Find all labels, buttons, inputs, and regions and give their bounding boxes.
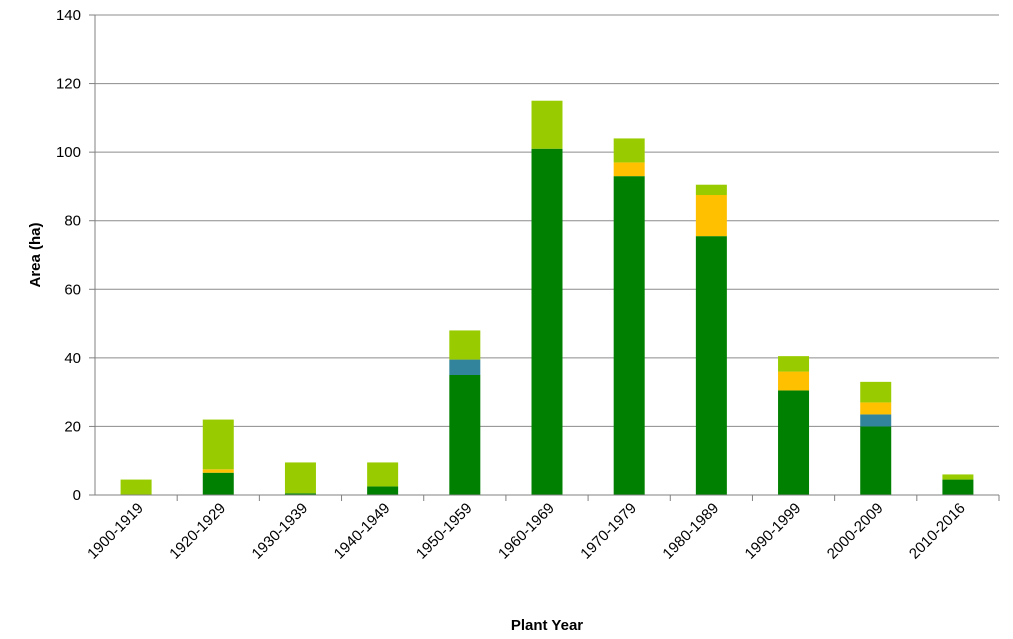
y-tick-label: 100: [56, 144, 81, 161]
bar-segment: [613, 162, 645, 177]
bar-segment: [778, 390, 810, 495]
bar-segment: [860, 414, 892, 427]
x-tick-label: 1970-1979: [577, 500, 640, 563]
y-tick-label: 120: [56, 76, 81, 93]
bar-segment: [531, 148, 563, 495]
x-tick-label: 1960-1969: [495, 500, 558, 563]
bar-segment: [531, 100, 563, 149]
bar-segment: [695, 184, 727, 195]
bar-segment: [284, 462, 316, 494]
bar-segment: [860, 381, 892, 403]
bar-segment: [367, 462, 399, 487]
bar-segment: [367, 486, 399, 495]
y-tick-label: 20: [64, 418, 81, 435]
bar-segment: [449, 359, 481, 375]
bar-segment: [860, 426, 892, 495]
y-axis-title: Area (ha): [27, 222, 44, 287]
x-tick-label: 2000-2009: [824, 500, 887, 563]
bar-segment: [202, 419, 234, 470]
bar-segment: [695, 236, 727, 495]
bar-segment: [860, 402, 892, 415]
bar-segment: [613, 176, 645, 495]
bar-segment: [202, 469, 234, 473]
x-tick-label: 2010-2016: [906, 500, 969, 563]
y-tick-label: 60: [64, 281, 81, 298]
y-tick-label: 80: [64, 213, 81, 230]
x-tick-label: 1940-1949: [331, 500, 394, 563]
x-tick-label: 1990-1999: [742, 500, 805, 563]
bar-segment: [449, 375, 481, 495]
bar-segment: [284, 493, 316, 495]
bar-segment: [202, 472, 234, 495]
bar-segment: [942, 479, 974, 495]
bar-segment: [778, 356, 810, 372]
x-tick-label: 1980-1989: [659, 500, 722, 563]
x-tick-label: 1950-1959: [413, 500, 476, 563]
axes: 0 20 40 60 80 100 120 140 1900-1919 1920-1929 1930…: [56, 7, 1000, 563]
bars: [120, 100, 974, 495]
bar-segment: [695, 195, 727, 237]
y-tick-label: 0: [73, 487, 81, 504]
bar-segment: [942, 474, 974, 480]
x-tick-label: 1920-1929: [166, 500, 229, 563]
bar-segment: [449, 330, 481, 360]
bar-segment: [120, 479, 152, 495]
bar-segment: [778, 371, 810, 391]
y-tick-label: 40: [64, 350, 81, 367]
bar-segment: [613, 138, 645, 163]
x-tick-label: 1900-1919: [84, 500, 147, 563]
x-axis-title: Plant Year: [511, 617, 583, 634]
y-tick-label: 140: [56, 7, 81, 24]
x-tick-label: 1930-1939: [249, 500, 312, 563]
